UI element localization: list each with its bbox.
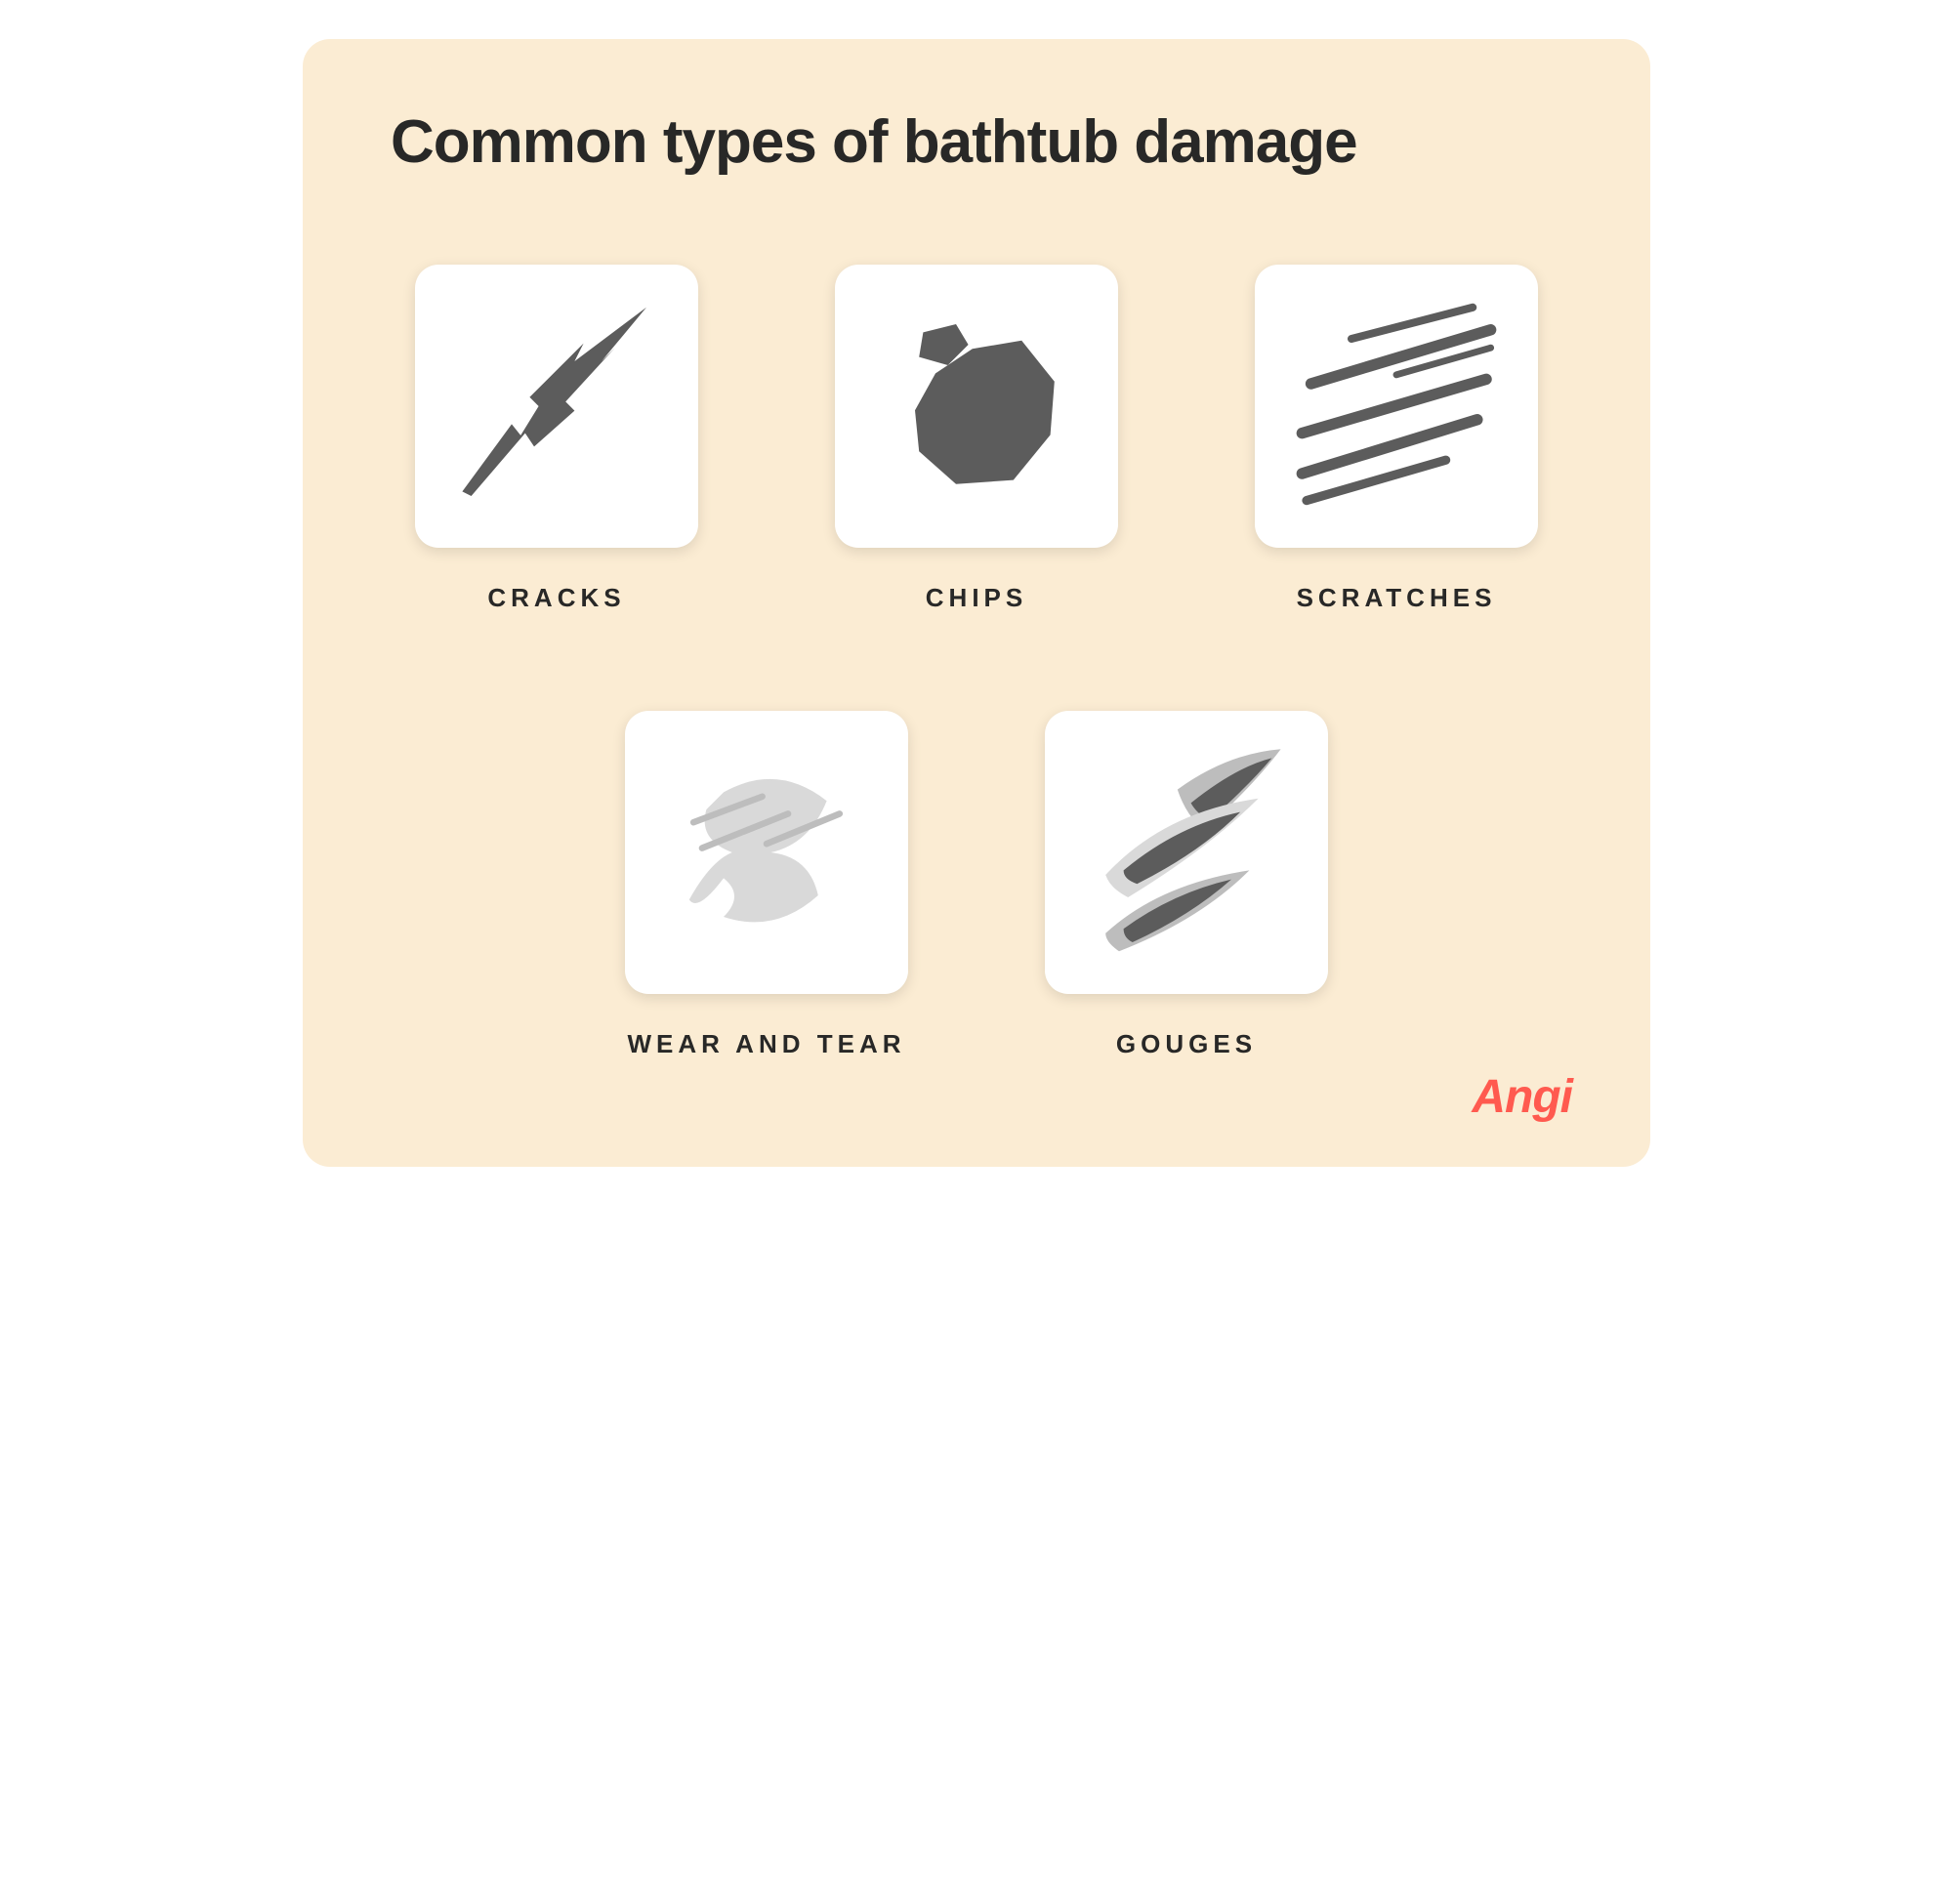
damage-label: WEAR AND TEAR (627, 1029, 905, 1059)
scratches-icon (1284, 294, 1509, 518)
damage-grid: CRACKS CHIPS S (391, 265, 1562, 1059)
tile-cracks (415, 265, 698, 548)
tile-gouges (1045, 711, 1328, 994)
damage-item-scratches: SCRATCHES (1255, 265, 1538, 613)
brand-logo: Angi (1472, 1070, 1572, 1124)
damage-item-gouges: GOUGES (1045, 711, 1328, 1059)
infographic-title: Common types of bathtub damage (391, 107, 1562, 177)
damage-label: SCRATCHES (1297, 583, 1497, 613)
chips-icon (874, 304, 1079, 509)
cracks-icon (444, 294, 669, 518)
damage-label: GOUGES (1116, 1029, 1257, 1059)
damage-label: CRACKS (487, 583, 625, 613)
gouges-icon (1074, 740, 1299, 965)
damage-item-wear: WEAR AND TEAR (625, 711, 908, 1059)
wear-icon (659, 745, 874, 960)
tile-scratches (1255, 265, 1538, 548)
infographic-card: Common types of bathtub damage CRACKS CH… (303, 39, 1650, 1167)
tile-wear (625, 711, 908, 994)
tile-chips (835, 265, 1118, 548)
damage-item-chips: CHIPS (835, 265, 1118, 613)
damage-label: CHIPS (926, 583, 1027, 613)
damage-item-cracks: CRACKS (415, 265, 698, 613)
